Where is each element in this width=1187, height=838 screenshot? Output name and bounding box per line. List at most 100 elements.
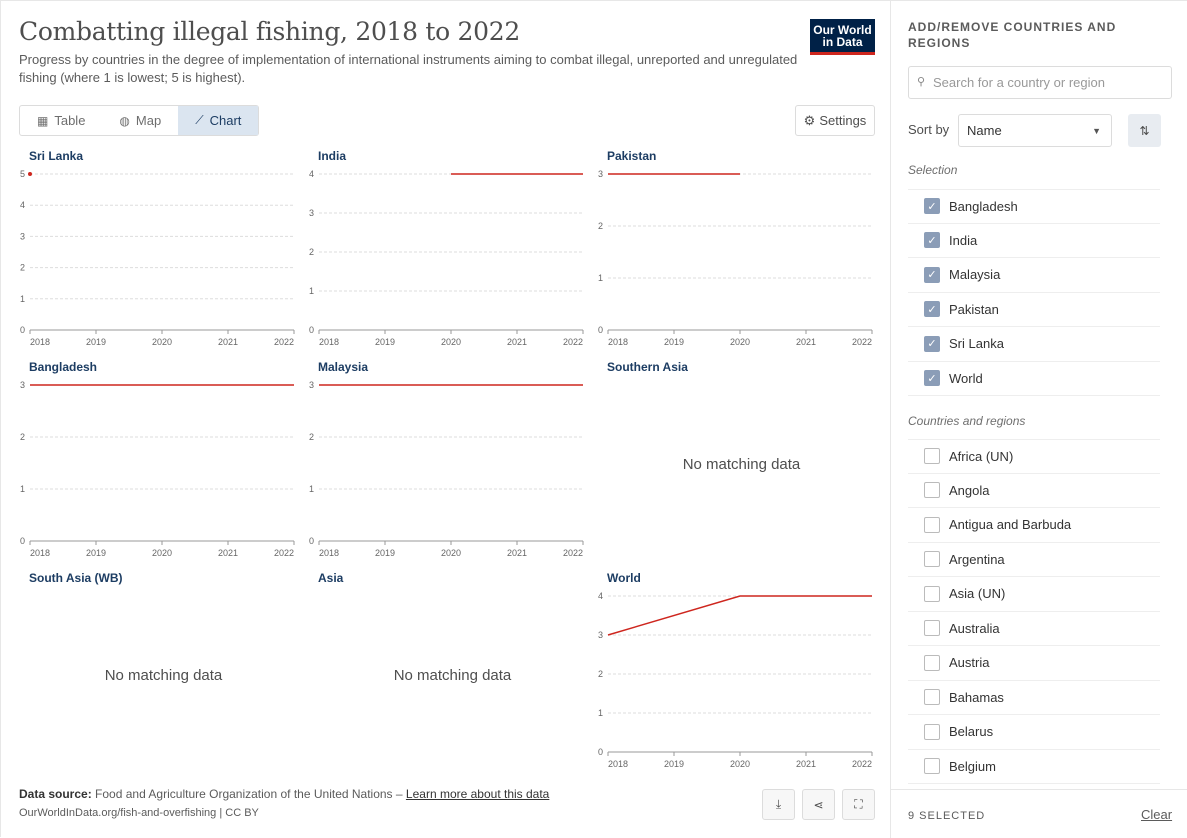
learn-more-link[interactable]: Learn more about this data — [405, 787, 550, 801]
entity-item[interactable]: Australia — [908, 612, 1160, 646]
fullscreen-button[interactable]: ⛶ — [842, 789, 875, 820]
tab-table[interactable]: ▦ Table — [20, 106, 102, 135]
y-tick-label: 0 — [20, 536, 25, 546]
chart-panel: Asia No matching data — [308, 571, 597, 782]
chart-panel: Pakistan 0 1 2 3 2018 2019 2020 2021 2022 — [597, 149, 886, 360]
panel-title: Pakistan — [607, 149, 657, 163]
entity-item[interactable]: Antigua and Barbuda — [908, 508, 1160, 543]
checkbox-checked[interactable]: ✓ — [924, 370, 940, 387]
y-tick-label: 1 — [598, 708, 603, 718]
chart-panel: South Asia (WB) No matching data — [19, 571, 308, 782]
data-point[interactable] — [28, 172, 32, 176]
entity-item[interactable]: Argentina — [908, 543, 1160, 577]
y-tick-label: 4 — [598, 591, 603, 601]
entity-label: Angola — [949, 482, 990, 498]
x-tick-label: 2018 — [319, 337, 339, 347]
panel-title: India — [318, 149, 347, 163]
y-tick-label: 0 — [598, 747, 603, 757]
checkbox[interactable] — [924, 585, 940, 602]
entity-item[interactable]: Bahamas — [908, 681, 1160, 715]
selected-count: 9 SELECTED — [908, 810, 986, 822]
checkbox[interactable] — [924, 448, 940, 465]
entity-item[interactable]: ✓ Pakistan — [908, 293, 1160, 327]
x-tick-label: 2018 — [608, 337, 628, 347]
entity-item[interactable]: Africa (UN) — [908, 439, 1160, 474]
source-label: Data source: — [19, 787, 92, 801]
entity-item[interactable]: ✓ Sri Lanka — [908, 327, 1160, 362]
entity-label: Belgium — [949, 758, 996, 774]
y-tick-label: 3 — [309, 208, 314, 218]
entity-item[interactable]: Austria — [908, 646, 1160, 681]
checkbox[interactable] — [924, 482, 940, 499]
checkbox[interactable] — [924, 620, 940, 637]
checkbox-checked[interactable]: ✓ — [924, 335, 940, 352]
x-tick-label: 2019 — [664, 337, 684, 347]
entity-item[interactable]: ✓ India — [908, 224, 1160, 258]
sort-order-icon: ⇅ — [1139, 123, 1150, 138]
download-button[interactable]: ⤓ — [762, 789, 795, 820]
y-tick-label: 3 — [598, 169, 603, 179]
entity-item[interactable]: ✓ World — [908, 362, 1160, 396]
page-subtitle: Progress by countries in the degree of i… — [19, 52, 798, 85]
tab-chart-label: Chart — [209, 113, 242, 128]
sort-select[interactable]: Name ▼ — [958, 114, 1112, 147]
share-button[interactable]: ⋖ — [802, 789, 835, 820]
x-tick-label: 2018 — [608, 759, 628, 769]
entity-item[interactable]: Angola — [908, 474, 1160, 508]
source-text: Food and Agriculture Organization of the… — [95, 787, 403, 801]
entity-item[interactable]: ✓ Bangladesh — [908, 189, 1160, 224]
available-header: Countries and regions — [908, 414, 1026, 428]
search-input[interactable] — [908, 66, 1172, 99]
x-tick-label: 2019 — [375, 337, 395, 347]
panel-title: Sri Lanka — [29, 149, 84, 163]
entity-label: Argentina — [949, 551, 1005, 567]
panel-chart: 0 1 2 3 4 2018 2019 2020 2021 2022 — [598, 591, 873, 769]
x-tick-label: 2022 — [274, 548, 294, 558]
y-tick-label: 1 — [20, 484, 25, 494]
sidebar-footer: 9 SELECTED Clear — [891, 789, 1187, 838]
clear-button[interactable]: Clear — [1141, 807, 1173, 822]
settings-button[interactable]: ⚙ Settings — [795, 105, 875, 136]
checkbox-checked[interactable]: ✓ — [924, 198, 940, 215]
line-chart-icon: ⟋ — [195, 113, 204, 127]
panel-chart: 0 1 2 3 2018 2019 2020 2021 2022 — [20, 380, 295, 558]
tab-map-label: Map — [135, 113, 162, 128]
entity-item[interactable]: Asia (UN) — [908, 577, 1160, 612]
entity-label: Australia — [949, 620, 1000, 636]
chart-panel: India 0 1 2 3 4 2018 2019 2020 2021 2022 — [308, 149, 597, 360]
tab-map[interactable]: ◍ Map — [102, 106, 178, 135]
x-tick-label: 2021 — [796, 759, 816, 769]
entity-label: Africa (UN) — [949, 448, 1014, 464]
entity-item[interactable]: ✓ Malaysia — [908, 258, 1160, 293]
entity-item[interactable]: Belgium — [908, 750, 1160, 784]
checkbox-checked[interactable]: ✓ — [924, 301, 940, 318]
series-line[interactable] — [607, 595, 872, 636]
checkbox[interactable] — [924, 723, 940, 740]
entity-label: Bahamas — [949, 689, 1004, 705]
panel-title: Malaysia — [318, 360, 369, 374]
y-tick-label: 2 — [20, 263, 25, 273]
checkbox[interactable] — [924, 516, 940, 533]
y-tick-label: 3 — [20, 380, 25, 390]
x-tick-label: 2021 — [507, 548, 527, 558]
x-tick-label: 2020 — [441, 548, 461, 558]
entity-item[interactable]: Belarus — [908, 715, 1160, 750]
y-tick-label: 5 — [20, 169, 25, 179]
checkbox-checked[interactable]: ✓ — [924, 232, 940, 249]
tab-chart[interactable]: ⟋ Chart — [178, 106, 259, 135]
checkbox[interactable] — [924, 551, 940, 568]
checkbox-checked[interactable]: ✓ — [924, 266, 940, 283]
x-tick-label: 2019 — [86, 337, 106, 347]
checkbox[interactable] — [924, 758, 940, 775]
owid-logo[interactable]: Our World in Data — [810, 19, 875, 55]
checkbox[interactable] — [924, 654, 940, 671]
checkbox[interactable] — [924, 689, 940, 706]
y-tick-label: 2 — [20, 432, 25, 442]
sort-order-button[interactable]: ⇅ — [1128, 114, 1161, 147]
chart-panel: Bangladesh 0 1 2 3 2018 2019 2020 2021 2022 — [19, 360, 308, 571]
panel-chart: 0 1 2 3 2018 2019 2020 2021 2022 — [598, 169, 873, 347]
panel-title: Bangladesh — [29, 360, 98, 374]
entity-label: Bangladesh — [949, 198, 1018, 214]
entity-label: India — [949, 232, 978, 248]
entity-label: Pakistan — [949, 301, 999, 317]
